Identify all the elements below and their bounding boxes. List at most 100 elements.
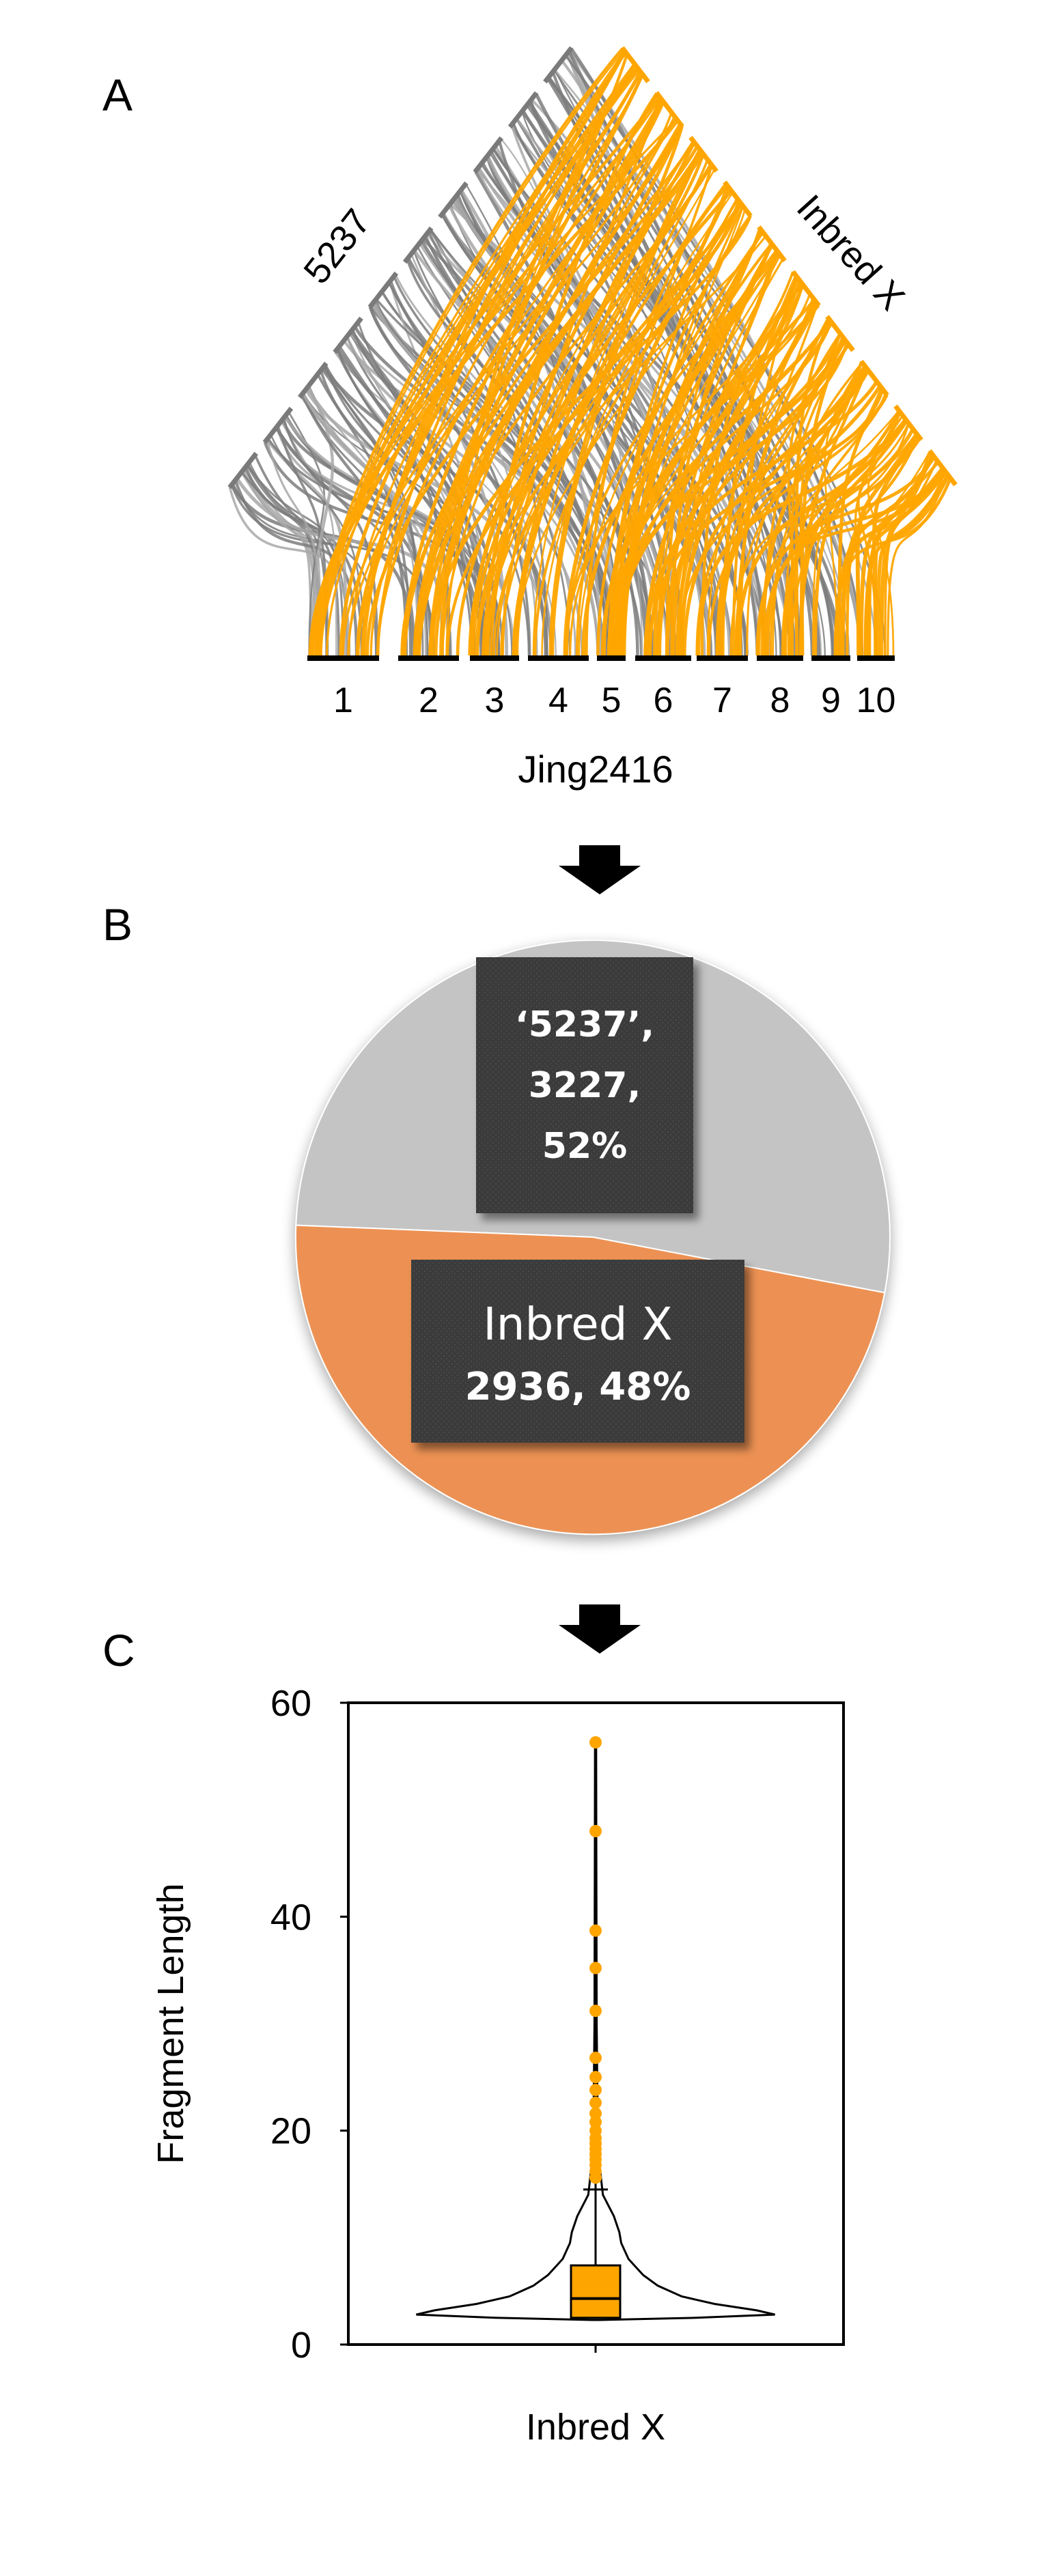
synteny-ribbon — [349, 332, 599, 656]
chromosome-bar-inbred-x — [825, 315, 855, 352]
synteny-ribbon — [867, 467, 945, 656]
synteny-ribbon — [874, 451, 931, 656]
synteny-ribbon — [884, 459, 938, 656]
outlier-point — [589, 2096, 602, 2109]
synteny-ribbon — [515, 182, 727, 656]
outlier-point — [589, 2107, 602, 2120]
synteny-ribbon — [307, 385, 335, 656]
panel-a-label: A — [102, 70, 133, 120]
synteny-ribbon — [326, 67, 639, 656]
synteny-ribbon — [585, 185, 729, 656]
synteny-ribbon — [339, 63, 637, 656]
chromosome-bar-inbred-x — [688, 135, 719, 173]
synteny-ribbon — [336, 348, 477, 656]
synteny-ribbon — [500, 198, 739, 656]
pie-label-5237 — [476, 957, 693, 1213]
chromosome-label: 3 — [485, 681, 505, 720]
chromosome-label: 5 — [602, 681, 622, 720]
synteny-ribbon — [404, 141, 695, 656]
synteny-ribbon — [615, 271, 794, 656]
synteny-ribbon — [846, 461, 940, 656]
chromosome-bar-jing2416 — [697, 655, 748, 661]
synteny-ribbon — [643, 380, 878, 656]
synteny-ribbon — [772, 410, 900, 656]
chromosome-label: 4 — [548, 681, 568, 720]
chromosome-bar-jing2416 — [307, 655, 379, 661]
synteny-ribbon — [551, 151, 703, 656]
synteny-ribbon — [417, 149, 701, 656]
synteny-ribbon — [270, 434, 365, 656]
outlier-point — [589, 2071, 602, 2084]
chromosome-bar-jing2416 — [857, 655, 895, 661]
outlier-point — [589, 1962, 602, 1975]
chromosome-bar-jing2416 — [597, 655, 626, 661]
synteny-ribbon — [600, 277, 799, 656]
synteny-ribbon — [596, 231, 764, 656]
pie-label-5237-count: 3227, — [529, 1065, 641, 1106]
chromosome-bar-jing2416 — [398, 655, 459, 661]
chromosome-bar-5237 — [507, 91, 539, 129]
synteny-ribbon — [401, 73, 644, 656]
chromosome-bar-5237 — [402, 226, 434, 264]
chromosome-label: 8 — [770, 681, 790, 720]
chromosome-bar-inbred-x — [620, 46, 650, 83]
synteny-ribbon — [306, 387, 419, 656]
synteny-ribbon — [563, 185, 730, 656]
bottom-genome-label: Jing2416 — [518, 748, 673, 791]
y-tick-label: 40 — [270, 1897, 311, 1938]
synteny-ribbon — [468, 124, 684, 656]
synteny-ribbon — [415, 100, 665, 656]
synteny-ribbon — [347, 125, 683, 656]
chromosome-bar-inbred-x — [654, 91, 684, 128]
synteny-ribbon — [729, 432, 917, 656]
y-tick-label: 60 — [270, 1683, 311, 1724]
synteny-ribbon — [428, 201, 742, 656]
synteny-ribbon — [609, 320, 832, 656]
outlier-point — [589, 2116, 602, 2129]
synteny-ribbon — [564, 302, 818, 656]
chromosome-labels: 1 2 3 4 5 6 7 8 9 10 — [333, 681, 895, 720]
synteny-ribbon — [614, 338, 847, 656]
synteny-ribbon — [406, 258, 655, 656]
synteny-ribbon — [736, 410, 902, 656]
down-arrow-1 — [559, 845, 641, 894]
outlier-point — [589, 2005, 602, 2018]
synteny-ribbon — [665, 230, 764, 656]
chromosome-label: 7 — [712, 681, 732, 720]
synteny-ribbon — [280, 421, 337, 656]
chromosomes-inbred-x — [620, 46, 958, 487]
synteny-ribbon — [456, 162, 712, 656]
chromosome-bar-jing2416 — [757, 655, 803, 661]
chromosome-bar-inbred-x — [928, 449, 958, 487]
x-axis-category-label: Inbred X — [526, 2407, 665, 2448]
synteny-ribbon — [696, 418, 908, 656]
box-iqr — [570, 2264, 622, 2319]
chromosome-bar-inbred-x — [723, 180, 753, 218]
chromosome-bar-inbred-x — [893, 404, 923, 442]
synteny-ribbon — [410, 253, 538, 656]
chromosome-bar-inbred-x — [757, 225, 787, 263]
y-axis-title: Fragment Length — [150, 1883, 191, 2164]
outlier-point — [589, 2084, 602, 2097]
chromosome-bar-5237 — [297, 361, 329, 399]
chromosome-bar-5237 — [333, 316, 363, 354]
chromosome-label: 9 — [821, 681, 841, 720]
synteny-ribbon — [643, 284, 805, 656]
panel-b-label: B — [102, 899, 133, 950]
synteny-ribbon — [833, 477, 952, 656]
synteny-ribbon — [607, 341, 849, 656]
pie-label-inbred-x — [411, 1260, 744, 1443]
synteny-ribbon — [308, 118, 678, 656]
synteny-ribbon — [665, 251, 779, 656]
synteny-ribbon — [648, 332, 842, 656]
chromosome-bar-jing2416 — [635, 655, 691, 661]
chromosome-bar-inbred-x — [791, 270, 821, 307]
chromosome-bar-5237 — [438, 181, 469, 219]
outlier-point — [589, 1825, 602, 1837]
panel-c-label: C — [102, 1625, 135, 1675]
chromosomes-jing2416 — [307, 655, 895, 661]
synteny-ribbon — [310, 95, 661, 656]
synteny-ribbon — [887, 472, 948, 656]
pie-label-inbred-x-name: Inbred X — [483, 1298, 673, 1350]
